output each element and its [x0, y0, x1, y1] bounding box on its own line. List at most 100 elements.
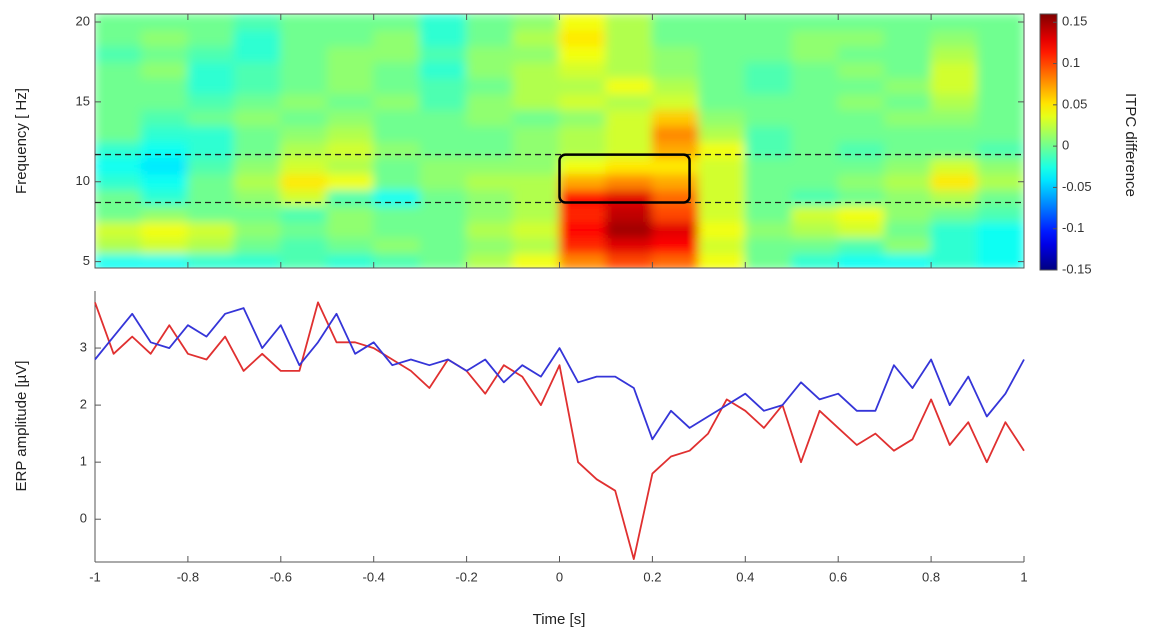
heatmap-cell [326, 93, 375, 111]
heatmap-cell [187, 189, 235, 207]
line-series [94, 307, 1025, 441]
heatmap-cell [466, 205, 514, 223]
heatmap-cell [187, 77, 235, 95]
heatmap-cell [326, 253, 375, 268]
heatmap-cell [419, 109, 468, 127]
heatmap-cell [651, 77, 700, 95]
heatmap-cell [977, 125, 1024, 143]
heatmap-cell [140, 157, 189, 175]
heatmap-cell [280, 45, 328, 63]
heatmap-cell [233, 14, 282, 31]
heatmap-cell [326, 141, 375, 159]
heatmap-cell [744, 93, 793, 111]
heatmap-cell [791, 109, 839, 127]
heatmap-cell [977, 77, 1024, 95]
heatmap-cell [837, 173, 886, 191]
heatmap-cell [698, 157, 746, 175]
heatmap-cell [512, 14, 560, 31]
heatmap-cell [559, 45, 607, 63]
heatmap-cell [651, 14, 700, 31]
heatmap-cell [837, 141, 886, 159]
heatmap-cell [280, 173, 328, 191]
heatmap-cell [233, 189, 282, 207]
heatmap-cell [930, 29, 979, 47]
heatmap-cell [884, 141, 932, 159]
x-tick-label: -0.8 [177, 569, 199, 584]
heatmap-cell [466, 61, 514, 79]
heatmap-cell [837, 237, 886, 255]
heatmap-cell [280, 61, 328, 79]
colorbar-label: ITPC difference [1122, 93, 1139, 197]
heatmap-cell [95, 77, 142, 95]
heatmap-cell [651, 29, 700, 47]
heatmap-cell [95, 237, 142, 255]
heatmap-cell [930, 61, 979, 79]
heatmap-cell [280, 205, 328, 223]
heatmap-cell [233, 237, 282, 255]
heatmap-cell [559, 93, 607, 111]
heatmap-cell [698, 77, 746, 95]
heatmap-cell [744, 237, 793, 255]
colorbar-tick-label: 0.1 [1062, 55, 1080, 70]
heatmap-cell [930, 109, 979, 127]
heatmap-cell [605, 93, 653, 111]
heatmap-cell [744, 45, 793, 63]
heatmap-cell [373, 189, 421, 207]
heatmap-cell [977, 93, 1024, 111]
heatmap-cell [419, 125, 468, 143]
heatmap-cell [373, 205, 421, 223]
heatmap-cell [791, 14, 839, 31]
heatmap-cell [651, 125, 700, 143]
heatmap-cell [884, 14, 932, 31]
heatmap-cell [140, 221, 189, 239]
heatmap-cell [373, 14, 421, 31]
heatmap-cell [95, 125, 142, 143]
heatmap-cell [187, 61, 235, 79]
heatmap-cell [791, 253, 839, 268]
heatmap-cell [837, 205, 886, 223]
heatmap-cell [512, 141, 560, 159]
heatmap-cell [698, 189, 746, 207]
heatmap-cell [512, 125, 560, 143]
heatmap-cell [977, 253, 1024, 268]
heatmap-cell [233, 221, 282, 239]
heatmap-cell [419, 93, 468, 111]
heatmap-cell [512, 189, 560, 207]
heatmap-cell [233, 141, 282, 159]
heatmap-cell [744, 173, 793, 191]
heatmap-cell [791, 45, 839, 63]
heatmap-cell [419, 61, 468, 79]
heatmap-cell [280, 157, 328, 175]
heatmap-cell [559, 221, 607, 239]
heatmap-cell [373, 237, 421, 255]
heatmap-cell [187, 109, 235, 127]
heatmap-cell [95, 93, 142, 111]
heatmap-cell [466, 77, 514, 95]
heatmap-cell [466, 109, 514, 127]
heatmap-cell [419, 14, 468, 31]
heatmap-cell [466, 14, 514, 31]
heatmap-cell [326, 157, 375, 175]
heatmap-cell [559, 237, 607, 255]
heatmap-cell [744, 125, 793, 143]
heatmap-cell [373, 221, 421, 239]
heatmap-cell [791, 77, 839, 95]
heatmap-cell [791, 221, 839, 239]
heatmap-cell [140, 141, 189, 159]
heatmap-cell [977, 189, 1024, 207]
heatmap-cell [744, 221, 793, 239]
heatmap-cell [95, 253, 142, 268]
heatmap-cell [280, 14, 328, 31]
heatmap-cell [95, 189, 142, 207]
colorbar-tick-label: -0.15 [1062, 261, 1092, 276]
heatmap-cell [837, 61, 886, 79]
heatmap-cell [187, 253, 235, 268]
x-tick-label: -0.2 [455, 569, 477, 584]
x-tick-label: -1 [89, 569, 101, 584]
heatmap-cell [140, 29, 189, 47]
heatmap-cell [977, 221, 1024, 239]
heatmap-cell [791, 237, 839, 255]
heatmap-cell [791, 205, 839, 223]
heatmap-cell [698, 221, 746, 239]
heatmap-cell [512, 109, 560, 127]
